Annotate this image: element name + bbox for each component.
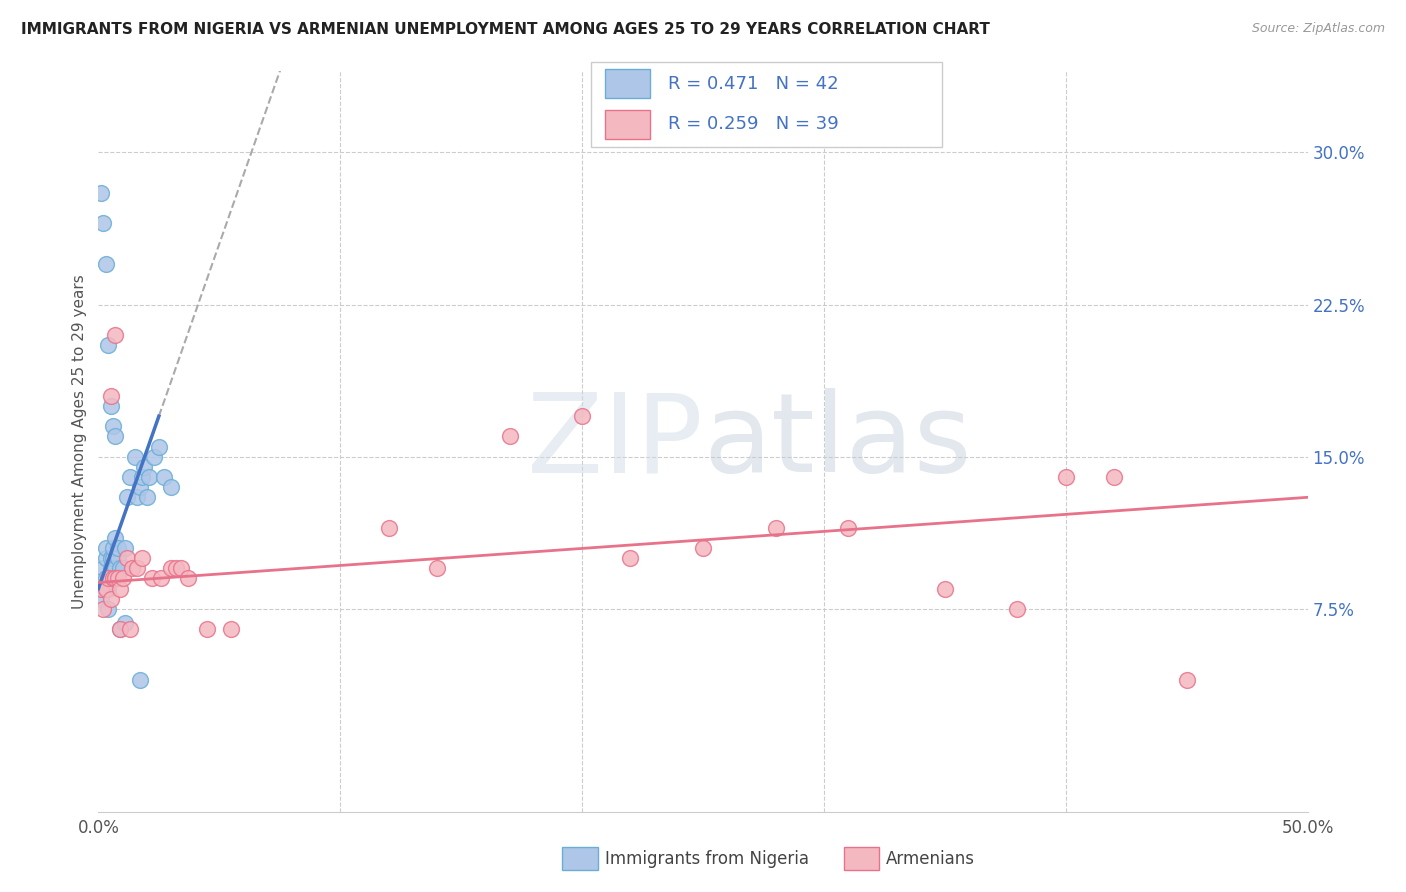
Point	[100, 389, 122, 403]
Point	[131, 470, 153, 484]
FancyBboxPatch shape	[591, 62, 942, 147]
Point	[97, 338, 120, 352]
Point	[107, 541, 129, 555]
Point	[101, 541, 124, 555]
Point	[165, 561, 187, 575]
Point	[90, 582, 112, 596]
Point	[128, 480, 150, 494]
Point	[377, 521, 399, 535]
Point	[117, 491, 139, 505]
Point	[114, 616, 136, 631]
Text: Source: ZipAtlas.com: Source: ZipAtlas.com	[1251, 22, 1385, 36]
Point	[114, 541, 136, 555]
Point	[94, 582, 117, 596]
Point	[107, 571, 129, 585]
Point	[135, 491, 157, 505]
Point	[177, 571, 200, 585]
Point	[765, 521, 787, 535]
Point	[104, 328, 127, 343]
Point	[100, 591, 122, 606]
Text: IMMIGRANTS FROM NIGERIA VS ARMENIAN UNEMPLOYMENT AMONG AGES 25 TO 29 YEARS CORRE: IMMIGRANTS FROM NIGERIA VS ARMENIAN UNEM…	[21, 22, 990, 37]
Point	[1175, 673, 1198, 687]
Bar	[605, 70, 650, 98]
Point	[97, 582, 120, 596]
Point	[571, 409, 593, 424]
Point	[94, 571, 117, 585]
Point	[498, 429, 520, 443]
Point	[118, 470, 141, 484]
Point	[107, 551, 129, 566]
Point	[1054, 470, 1077, 484]
Point	[94, 551, 117, 566]
Point	[108, 582, 131, 596]
Point	[91, 582, 114, 596]
Point	[118, 622, 141, 636]
Point	[100, 551, 122, 566]
Point	[91, 561, 114, 575]
Point	[104, 429, 127, 443]
Point	[111, 561, 134, 575]
Point	[104, 531, 127, 545]
Point	[97, 602, 120, 616]
Point	[692, 541, 714, 555]
Point	[619, 551, 641, 566]
Point	[90, 591, 112, 606]
Point	[426, 561, 449, 575]
Point	[127, 491, 149, 505]
Point	[138, 470, 160, 484]
Point	[128, 673, 150, 687]
Text: R = 0.471   N = 42: R = 0.471 N = 42	[668, 75, 838, 93]
Text: Immigrants from Nigeria: Immigrants from Nigeria	[605, 850, 808, 868]
Point	[90, 186, 112, 200]
Point	[104, 561, 127, 575]
Point	[111, 571, 134, 585]
Point	[148, 440, 170, 454]
Point	[152, 470, 174, 484]
Point	[141, 571, 163, 585]
Text: atlas: atlas	[703, 388, 972, 495]
Point	[221, 622, 243, 636]
Point	[101, 571, 124, 585]
Point	[94, 541, 117, 555]
Point	[195, 622, 218, 636]
Point	[117, 551, 139, 566]
Text: R = 0.259   N = 39: R = 0.259 N = 39	[668, 115, 838, 133]
Point	[108, 622, 131, 636]
Y-axis label: Unemployment Among Ages 25 to 29 years: Unemployment Among Ages 25 to 29 years	[72, 274, 87, 609]
Text: ZIP: ZIP	[527, 388, 703, 495]
Point	[97, 571, 120, 585]
Point	[101, 419, 124, 434]
Point	[124, 450, 146, 464]
Point	[837, 521, 859, 535]
Point	[160, 480, 183, 494]
Point	[127, 561, 149, 575]
Point	[121, 561, 143, 575]
Point	[101, 551, 124, 566]
Point	[108, 561, 131, 575]
Point	[100, 399, 122, 413]
Point	[150, 571, 173, 585]
Point	[91, 217, 114, 231]
Point	[131, 551, 153, 566]
Point	[91, 602, 114, 616]
Point	[160, 561, 183, 575]
Point	[169, 561, 191, 575]
Point	[100, 561, 122, 575]
Bar	[605, 110, 650, 139]
Point	[94, 257, 117, 271]
Point	[143, 450, 166, 464]
Text: Armenians: Armenians	[886, 850, 974, 868]
Point	[1007, 602, 1029, 616]
Point	[108, 622, 131, 636]
Point	[104, 571, 127, 585]
Point	[1102, 470, 1125, 484]
Point	[134, 459, 156, 474]
Point	[934, 582, 956, 596]
